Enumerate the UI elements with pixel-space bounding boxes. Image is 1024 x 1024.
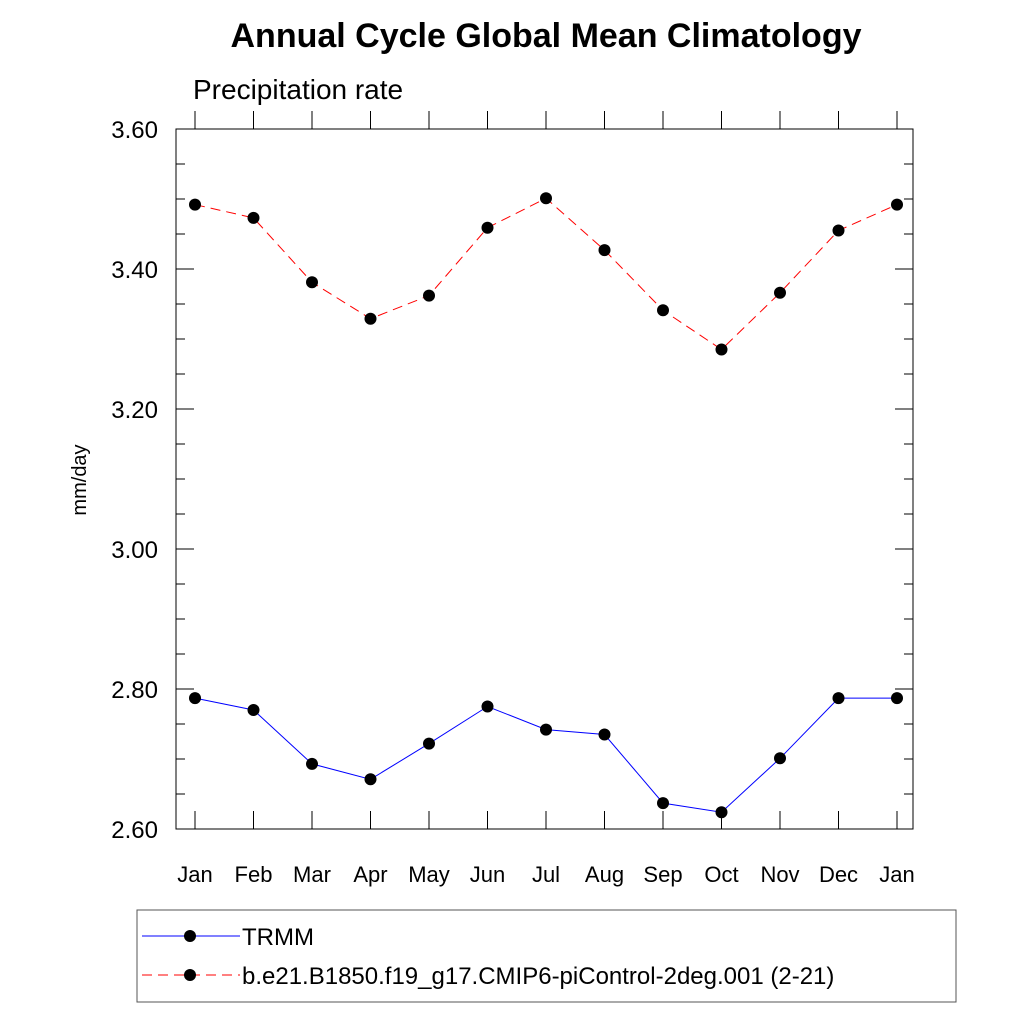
x-tick-label: Aug — [585, 862, 624, 887]
y-axis-label: mm/day — [69, 444, 91, 515]
data-point — [247, 211, 260, 224]
series-model — [189, 192, 903, 356]
legend-marker — [184, 969, 196, 981]
x-tick-label: Nov — [760, 862, 799, 887]
data-point — [891, 198, 903, 211]
x-tick-label: Dec — [819, 862, 858, 887]
x-tick-label: Oct — [704, 862, 738, 887]
y-tick-label: 2.80 — [111, 677, 158, 704]
legend: TRMM b.e21.B1850.f19_g17.CMIP6-piControl-… — [142, 924, 834, 990]
data-point — [715, 343, 728, 356]
series-line — [194, 697, 897, 813]
legend-box — [136, 909, 957, 1003]
data-point — [306, 276, 318, 289]
data-point — [657, 304, 669, 317]
y-tick-label: 3.40 — [111, 257, 158, 284]
data-point — [540, 192, 552, 205]
series-trmm — [189, 692, 903, 819]
data-point — [540, 723, 552, 736]
chart-subtitle: Precipitation rate — [193, 74, 403, 105]
y-tick-label: 3.20 — [111, 397, 158, 424]
x-tick-label: May — [408, 862, 450, 887]
x-tick-label: Feb — [235, 862, 273, 887]
x-tick-label: Mar — [293, 862, 331, 887]
series-layer — [189, 192, 903, 819]
x-tick-label: Sep — [643, 862, 682, 887]
x-tick-label: Jan — [879, 862, 914, 887]
series-line — [194, 197, 898, 351]
data-point — [891, 692, 903, 705]
data-point — [481, 221, 494, 234]
data-point — [657, 797, 669, 810]
data-point — [481, 700, 494, 713]
data-point — [832, 692, 845, 705]
y-tick-labels: 3.60 3.40 3.20 3.00 2.80 2.60 — [111, 117, 158, 844]
axis-ticks — [176, 111, 913, 830]
data-point — [832, 224, 845, 237]
y-tick-label: 3.00 — [111, 537, 158, 564]
data-point — [774, 286, 786, 299]
data-point — [189, 692, 201, 705]
data-point — [774, 752, 786, 765]
data-point — [306, 757, 318, 770]
data-point — [598, 244, 611, 257]
data-point — [247, 704, 260, 716]
data-point — [364, 773, 377, 786]
data-point — [598, 728, 611, 741]
data-point — [423, 737, 435, 750]
legend-marker — [184, 930, 196, 942]
data-point — [715, 806, 728, 819]
legend-label: b.e21.B1850.f19_g17.CMIP6-piControl-2deg… — [242, 963, 834, 990]
x-tick-label: Jan — [177, 862, 212, 887]
y-tick-label: 3.60 — [111, 117, 158, 144]
chart-title: Annual Cycle Global Mean Climatology — [231, 17, 862, 55]
x-tick-labels: Jan Feb Mar Apr May Jun Jul Aug Sep Oct Nov Dec Jan — [177, 862, 914, 887]
data-point — [423, 289, 435, 302]
data-point — [189, 198, 201, 211]
x-tick-label: Apr — [353, 862, 387, 887]
x-tick-label: Jul — [532, 862, 560, 887]
legend-label: TRMM — [242, 924, 314, 951]
y-tick-label: 2.60 — [111, 817, 158, 844]
x-tick-label: Jun — [470, 862, 505, 887]
data-point — [364, 312, 377, 325]
